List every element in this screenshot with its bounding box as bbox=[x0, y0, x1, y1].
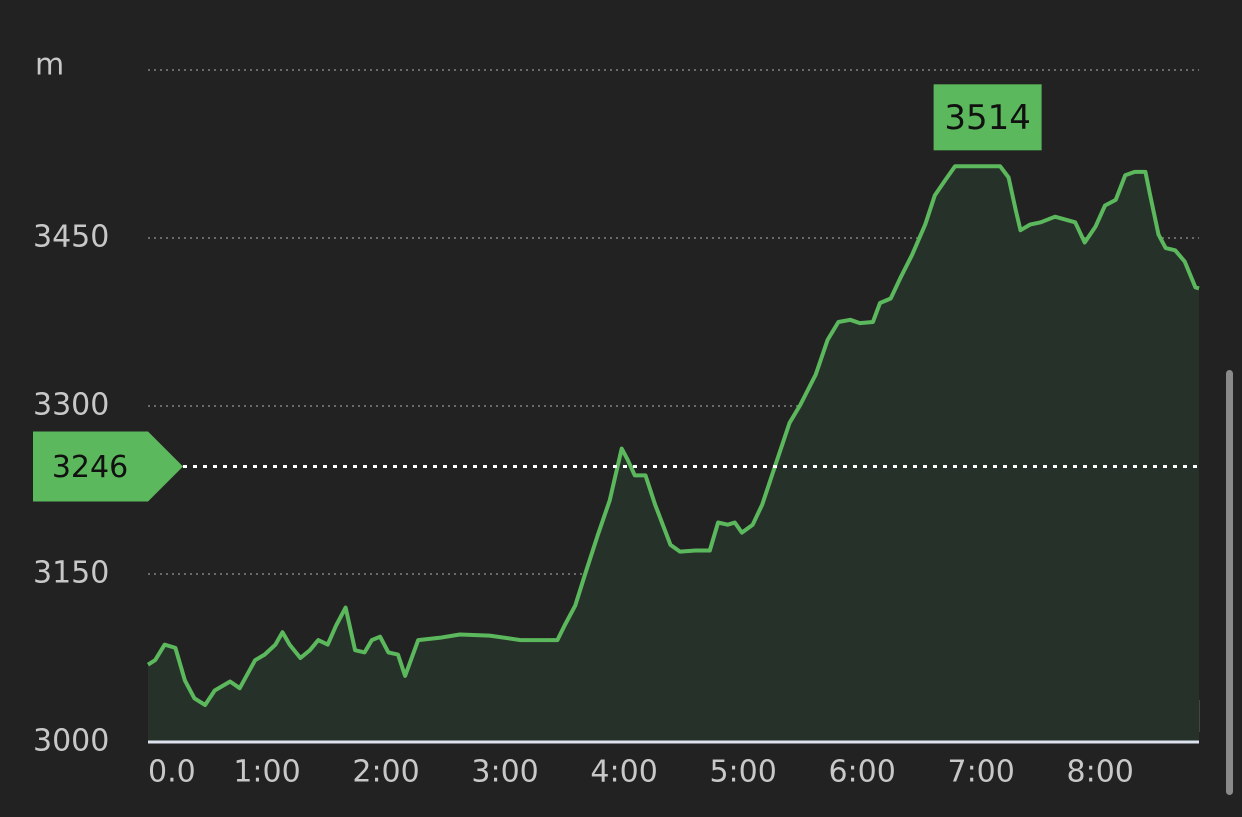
x-tick-label: 6:00 bbox=[828, 755, 895, 790]
x-tick-label: 8:00 bbox=[1067, 755, 1134, 790]
y-tick-label: 3150 bbox=[33, 556, 109, 591]
y-tick-label: 3450 bbox=[33, 220, 109, 255]
x-tick-label: 0.0 bbox=[148, 755, 196, 790]
x-tick-label: 7:00 bbox=[947, 755, 1014, 790]
line bbox=[146, 164, 1200, 707]
x-tick-label: 2:00 bbox=[352, 755, 419, 790]
marker-badge bbox=[33, 431, 183, 502]
x-tick-label: 5:00 bbox=[709, 755, 776, 790]
marker-label: 3246 bbox=[52, 450, 128, 485]
scrollbar[interactable] bbox=[1226, 370, 1233, 795]
y-unit: m bbox=[35, 48, 64, 83]
y-tick-label: 3000 bbox=[33, 724, 109, 759]
peak-label: 3514 bbox=[944, 98, 1031, 138]
x-tick-label: 1:00 bbox=[233, 755, 300, 790]
x-tick-label: 4:00 bbox=[590, 755, 657, 790]
x-tick-label: 3:00 bbox=[471, 755, 538, 790]
area bbox=[148, 166, 1199, 743]
y-tick-label: 3300 bbox=[33, 388, 109, 423]
peak-badge bbox=[933, 84, 1042, 151]
